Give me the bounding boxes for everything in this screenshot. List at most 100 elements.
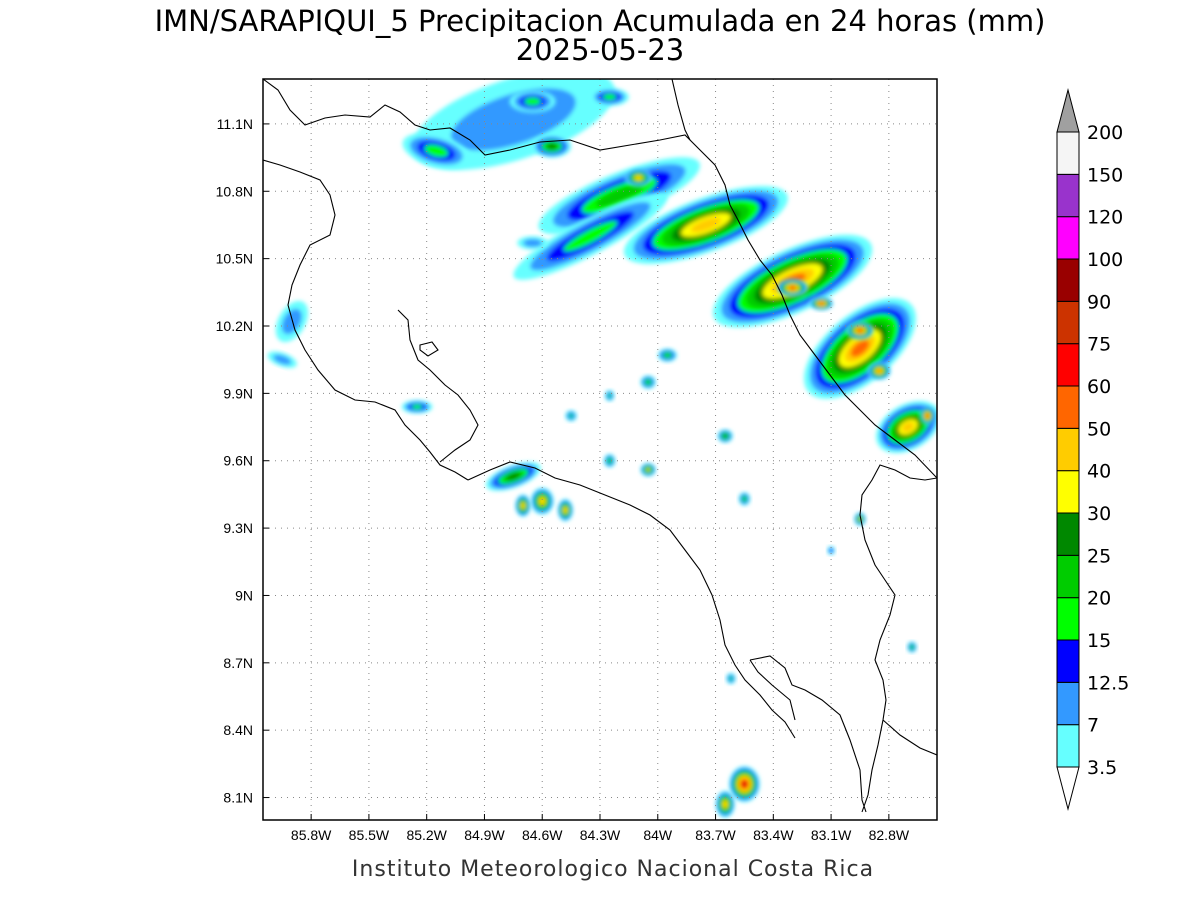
colorbar-label: 20	[1087, 588, 1111, 610]
lat-tick-label: 10.8N	[216, 183, 253, 199]
precip-cell-nw-cell-2	[532, 135, 572, 158]
precip-cell-mid-band-b	[513, 192, 668, 280]
precip-band	[829, 548, 833, 553]
precip-band	[742, 781, 747, 787]
precip-cell-main-band-1	[623, 185, 788, 264]
precip-band	[723, 434, 728, 438]
colorbar-label: 15	[1087, 630, 1111, 652]
se-coast	[882, 719, 937, 756]
latitude-ticks: 11.1N 10.8N 10.5N 10.2N 9.9N 9.6N 9.3N 9N 8.7N 8.…	[216, 116, 269, 806]
colorbar-label: 3.5	[1087, 757, 1117, 779]
coastlines	[263, 79, 937, 813]
precip-band	[602, 93, 617, 101]
colorbar-box	[1056, 639, 1080, 683]
caribbean-coast	[671, 79, 937, 479]
osa-peninsula	[749, 655, 867, 813]
nicoya-gulf	[397, 309, 479, 463]
colorbar-box	[1056, 258, 1080, 302]
lon-tick-label: 84.3W	[580, 827, 621, 843]
precip-cell-central-cell-7	[565, 410, 577, 422]
colorbar-label: 75	[1087, 334, 1111, 356]
lat-tick-label: 9N	[235, 587, 253, 603]
lon-tick-label: 83.1W	[811, 827, 852, 843]
precip-band	[569, 413, 574, 418]
precip-band	[723, 801, 727, 807]
precip-band	[646, 468, 650, 472]
colorbar-box	[1056, 216, 1080, 260]
nicaragua-border	[263, 79, 731, 206]
lat-tick-label: 9.3N	[223, 520, 253, 536]
colorbar-box	[1056, 427, 1080, 472]
panama-border	[859, 464, 937, 813]
precipitation-field	[267, 79, 937, 818]
footer-credit: Instituto Meteorologico Nacional Costa R…	[352, 857, 874, 882]
lat-tick-label: 8.1N	[223, 790, 253, 806]
colorbar-label: 200	[1087, 122, 1123, 144]
lon-tick-label: 85.5W	[349, 827, 390, 843]
map-date: 2025-05-23	[516, 33, 685, 67]
precip-cell-nicoya-cell-1	[485, 462, 541, 491]
lat-tick-label: 9.6N	[223, 453, 253, 469]
precip-cell-se-cell-3	[827, 546, 835, 556]
precip-band	[411, 404, 423, 410]
precip-cell-central-cell-5	[717, 429, 733, 443]
precip-band	[926, 414, 929, 418]
colorbar-label: 7	[1087, 715, 1099, 737]
colorbar-box	[1056, 173, 1080, 218]
precip-band	[563, 508, 567, 513]
colorbar-box	[1056, 300, 1080, 345]
precip-cell-n-cell	[509, 90, 556, 113]
precip-band	[281, 308, 302, 335]
colorbar-box	[1056, 343, 1080, 387]
precip-band	[273, 354, 292, 365]
precip-cell-nicoya-cell-3	[515, 494, 531, 517]
colorbar-label: 60	[1087, 376, 1111, 398]
colorbar-box	[1056, 385, 1080, 429]
lon-tick-label: 83.7W	[695, 827, 736, 843]
precip-band	[902, 422, 915, 432]
precip-cell-central-cell-4	[640, 463, 656, 477]
precip-band	[506, 472, 520, 480]
precip-cell-nw-cell	[402, 133, 471, 169]
colorbar-box	[1056, 681, 1080, 726]
colorbar-box	[1056, 470, 1080, 514]
precip-cell-cell-a	[625, 168, 653, 187]
central-pacific-coast	[467, 461, 796, 739]
precip-band	[790, 286, 795, 290]
lat-tick-label: 10.2N	[216, 318, 253, 334]
lon-tick-label: 85.8W	[291, 827, 332, 843]
precip-band	[523, 238, 543, 248]
colorbar-label: 12.5	[1087, 672, 1129, 694]
precip-band	[607, 458, 612, 463]
colorbar-top-triangle	[1056, 88, 1080, 133]
precip-cell-hot-1	[777, 278, 808, 297]
colorbar-bottom-triangle	[1056, 766, 1080, 811]
colorbar: 3.5 7 12.5 15 20 25 30 40 50 60 75 90 100 120 150 200	[1056, 88, 1129, 811]
colorbar-label: 100	[1087, 249, 1123, 271]
colorbar-box	[1056, 131, 1080, 175]
precip-cell-se-cell-1	[854, 512, 866, 526]
lat-lon-grid	[263, 79, 937, 820]
precip-cell-south-cell-3	[726, 672, 736, 685]
colorbar-label: 150	[1087, 164, 1123, 186]
colorbar-label: 30	[1087, 503, 1111, 525]
precip-band	[607, 393, 612, 398]
precip-cell-nicoya-cell-2	[530, 487, 554, 515]
colorbar-label: 50	[1087, 418, 1111, 440]
precip-band	[596, 184, 643, 207]
precip-cell-central-cell-1	[640, 375, 656, 389]
colorbar-label: 120	[1087, 207, 1123, 229]
map-title: IMN/SARAPIQUI_5 Precipitacion Acumulada …	[155, 4, 1046, 38]
lat-tick-label: 8.4N	[223, 722, 253, 738]
lat-tick-label: 9.9N	[223, 385, 253, 401]
map-panel	[262, 78, 938, 821]
precip-cell-hot-4	[809, 296, 834, 311]
precip-cell-mid-band-a	[538, 157, 701, 235]
precip-cell-hot-2	[846, 321, 874, 340]
lat-tick-label: 11.1N	[217, 116, 253, 132]
precip-band	[636, 176, 642, 180]
precip-cell-central-cell-6	[738, 492, 751, 506]
precip-band	[664, 353, 671, 358]
lon-tick-label: 84.6W	[522, 827, 563, 843]
